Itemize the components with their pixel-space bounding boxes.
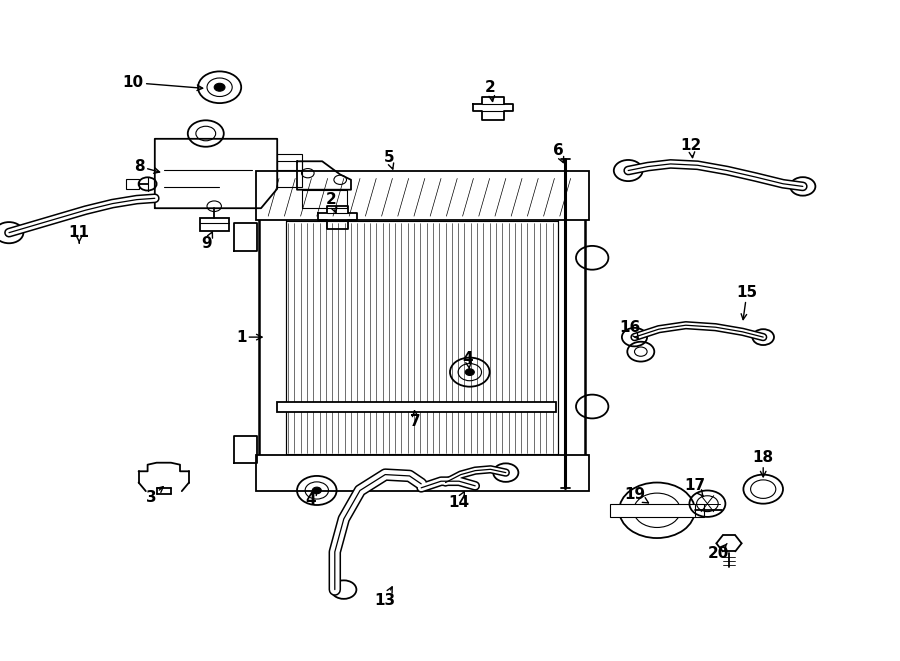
Text: 8: 8 [134,159,159,174]
Polygon shape [302,190,346,208]
Text: 19: 19 [624,487,649,503]
Polygon shape [234,436,257,463]
Bar [286,221,558,454]
Polygon shape [473,97,513,120]
Text: 17: 17 [684,479,706,496]
Text: 4: 4 [463,351,473,369]
Text: 2: 2 [485,80,496,102]
Bar [200,218,229,231]
Polygon shape [234,223,257,251]
Text: 14: 14 [448,492,470,510]
Text: 4: 4 [305,488,318,506]
Bar [277,161,302,188]
Text: 15: 15 [736,285,758,320]
Polygon shape [297,161,351,190]
Text: 1: 1 [236,330,262,344]
Polygon shape [318,206,357,229]
Text: 13: 13 [374,587,396,607]
Circle shape [465,369,474,375]
Text: 9: 9 [202,232,212,251]
Bar [256,455,589,491]
Bar [277,402,556,412]
Text: 20: 20 [707,543,729,561]
Text: 18: 18 [752,450,774,477]
Text: 11: 11 [68,225,90,243]
Polygon shape [155,139,277,208]
Text: 16: 16 [619,320,641,339]
Bar [126,178,140,189]
Text: 5: 5 [383,150,394,169]
Text: 6: 6 [553,143,563,163]
Text: 10: 10 [122,75,202,91]
Bar [610,504,704,517]
Circle shape [312,487,321,494]
Bar [259,188,286,473]
Bar [558,188,585,473]
Text: 3: 3 [146,486,163,504]
Bar [277,153,302,170]
Circle shape [214,83,225,91]
Text: 12: 12 [680,138,702,157]
Bar [259,175,585,486]
Text: 7: 7 [410,410,421,429]
Bar [256,171,589,220]
Text: 2: 2 [326,192,337,213]
